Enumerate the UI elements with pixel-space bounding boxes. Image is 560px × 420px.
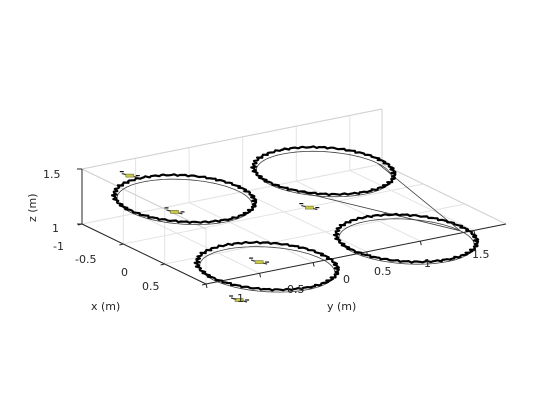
reference-loop bbox=[199, 246, 336, 293]
y-tick bbox=[205, 283, 208, 289]
quadrotor-icon bbox=[249, 257, 270, 265]
quadrotor-icon bbox=[299, 203, 320, 211]
z-axis-label: z (m) bbox=[26, 193, 39, 222]
y-tick bbox=[259, 273, 262, 278]
reference-loop bbox=[338, 218, 475, 265]
z-tick-label: 1.5 bbox=[43, 168, 61, 181]
floor-gridline bbox=[135, 212, 260, 274]
x-tick-label: -1 bbox=[53, 240, 64, 253]
x-tick bbox=[119, 243, 124, 246]
x-axis-label: x (m) bbox=[91, 300, 120, 313]
actual-trajectory bbox=[110, 145, 480, 292]
grid bbox=[81, 108, 507, 285]
floor-gridline bbox=[188, 202, 314, 264]
x-axis-line bbox=[81, 223, 207, 285]
floor-gridline bbox=[123, 183, 424, 245]
floor-gridline bbox=[296, 180, 421, 242]
box-edge bbox=[81, 168, 207, 230]
quadrotor-body bbox=[170, 210, 179, 214]
x-tick-label: 0 bbox=[121, 266, 128, 279]
y-tick-label: -0.5 bbox=[283, 283, 304, 296]
y-tick-label: 1.5 bbox=[472, 248, 490, 261]
trajectory-loop bbox=[250, 145, 397, 197]
y-tick-label: 0 bbox=[343, 273, 350, 286]
x-tick bbox=[160, 263, 165, 266]
y-tick bbox=[419, 241, 422, 246]
quadrotor-body bbox=[234, 298, 244, 302]
floor-gridline bbox=[164, 203, 465, 265]
box-edge bbox=[381, 163, 507, 225]
y-tick-label: -1 bbox=[233, 292, 244, 305]
quadrotor-body bbox=[125, 173, 135, 178]
reference-loop bbox=[116, 178, 253, 226]
axes bbox=[77, 168, 507, 289]
y-tick bbox=[473, 230, 476, 235]
y-axis-label: y (m) bbox=[327, 300, 356, 313]
vehicles bbox=[119, 171, 320, 303]
x-tick-label: 0.5 bbox=[142, 280, 160, 293]
z-tick-label: 1 bbox=[52, 222, 59, 235]
trajectory-loop bbox=[193, 240, 340, 292]
x-tick-label: -0.5 bbox=[75, 253, 96, 266]
backwall-gridline bbox=[81, 163, 383, 225]
floor-gridline bbox=[349, 169, 475, 231]
y-tick-label: 0.5 bbox=[374, 265, 392, 278]
floor-gridline bbox=[242, 191, 367, 253]
quadrotor-body bbox=[304, 205, 314, 210]
quadrotor-body bbox=[254, 260, 264, 264]
y-tick bbox=[312, 262, 315, 267]
trajectory-loop bbox=[110, 173, 258, 224]
y-tick-label: 1 bbox=[424, 257, 431, 270]
reference-connector bbox=[377, 162, 461, 232]
x-tick bbox=[201, 283, 207, 286]
trajectory-loop bbox=[332, 212, 480, 264]
quadrotor-icon bbox=[164, 207, 185, 215]
box-edge bbox=[81, 108, 383, 170]
quadrotor-icon bbox=[229, 295, 250, 303]
quadrotor-icon bbox=[119, 171, 140, 179]
